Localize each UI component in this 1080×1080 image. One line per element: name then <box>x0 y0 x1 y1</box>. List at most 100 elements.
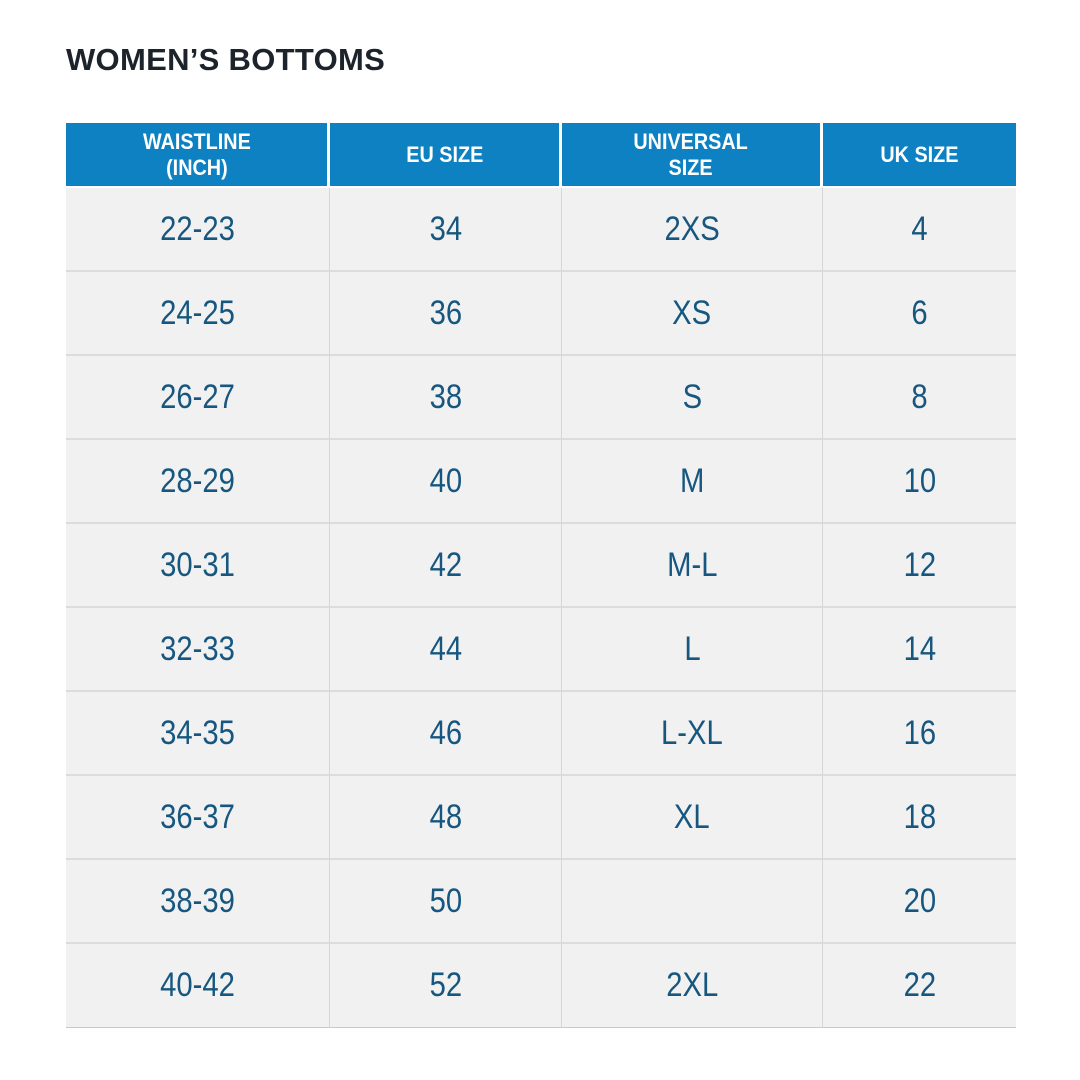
cell-universal-size: 2XS <box>562 188 823 272</box>
column-header-waistline-inch: WAISTLINE (INCH) <box>66 123 330 188</box>
cell-waistline-inch: 24-25 <box>66 272 330 356</box>
cell-value: 2XS <box>664 209 720 248</box>
cell-value: 16 <box>903 713 936 752</box>
cell-uk-size: 20 <box>823 860 1016 944</box>
cell-universal-size: M-L <box>562 524 823 608</box>
cell-eu-size: 38 <box>330 356 562 440</box>
cell-value: 42 <box>429 545 462 584</box>
cell-value: 46 <box>429 713 462 752</box>
cell-value: 12 <box>903 545 936 584</box>
cell-eu-size: 46 <box>330 692 562 776</box>
cell-universal-size: L <box>562 608 823 692</box>
cell-value: S <box>682 377 702 416</box>
column-header-label: UK SIZE <box>880 141 959 167</box>
cell-value: 18 <box>903 797 936 836</box>
cell-universal-size: XL <box>562 776 823 860</box>
cell-value: 36 <box>429 293 462 332</box>
cell-universal-size: 2XL <box>562 944 823 1028</box>
column-header-uk-size: UK SIZE <box>823 123 1016 188</box>
column-header-universal-size: UNIVERSAL SIZE <box>562 123 823 188</box>
cell-value: L-XL <box>661 713 723 752</box>
column-header-label: UNIVERSAL SIZE <box>633 128 749 180</box>
table-header: WAISTLINE (INCH) EU SIZE UNIVERSAL SIZE UK … <box>66 123 1016 188</box>
cell-value: 20 <box>903 881 936 920</box>
table-row: 26-27 38 S 8 <box>66 356 1016 440</box>
table-row: 30-31 42 M-L 12 <box>66 524 1016 608</box>
cell-value: L <box>683 629 701 668</box>
cell-uk-size: 6 <box>823 272 1016 356</box>
table-header-row: WAISTLINE (INCH) EU SIZE UNIVERSAL SIZE UK … <box>66 123 1016 188</box>
cell-uk-size: 8 <box>823 356 1016 440</box>
cell-universal-size: M <box>562 440 823 524</box>
cell-universal-size: XS <box>562 272 823 356</box>
cell-uk-size: 12 <box>823 524 1016 608</box>
cell-value: 24-25 <box>160 293 235 332</box>
cell-value: M-L <box>666 545 718 584</box>
cell-uk-size: 4 <box>823 188 1016 272</box>
table-row: 28-29 40 M 10 <box>66 440 1016 524</box>
cell-eu-size: 34 <box>330 188 562 272</box>
table-row: 24-25 36 XS 6 <box>66 272 1016 356</box>
cell-universal-size <box>562 860 823 944</box>
cell-waistline-inch: 22-23 <box>66 188 330 272</box>
cell-value: XS <box>672 293 712 332</box>
table-row: 38-39 50 20 <box>66 860 1016 944</box>
cell-value: 26-27 <box>160 377 235 416</box>
cell-value: 30-31 <box>160 545 235 584</box>
cell-eu-size: 40 <box>330 440 562 524</box>
cell-waistline-inch: 36-37 <box>66 776 330 860</box>
cell-value: 34 <box>429 209 462 248</box>
cell-eu-size: 50 <box>330 860 562 944</box>
cell-waistline-inch: 30-31 <box>66 524 330 608</box>
cell-uk-size: 16 <box>823 692 1016 776</box>
size-chart-table: WAISTLINE (INCH) EU SIZE UNIVERSAL SIZE UK … <box>66 123 1016 1028</box>
cell-eu-size: 42 <box>330 524 562 608</box>
cell-value: M <box>679 461 705 500</box>
cell-uk-size: 14 <box>823 608 1016 692</box>
cell-uk-size: 10 <box>823 440 1016 524</box>
cell-waistline-inch: 40-42 <box>66 944 330 1028</box>
cell-value: 40 <box>429 461 462 500</box>
cell-value: 4 <box>911 209 928 248</box>
cell-value: 6 <box>911 293 928 332</box>
page-title: WOMEN’S BOTTOMS <box>66 42 386 77</box>
cell-waistline-inch: 32-33 <box>66 608 330 692</box>
cell-uk-size: 18 <box>823 776 1016 860</box>
cell-value: 28-29 <box>160 461 235 500</box>
column-header-label: EU SIZE <box>405 141 484 167</box>
table-row: 34-35 46 L-XL 16 <box>66 692 1016 776</box>
table-row: 40-42 52 2XL 22 <box>66 944 1016 1028</box>
cell-value: 2XL <box>665 966 719 1004</box>
cell-value: 44 <box>429 629 462 668</box>
cell-value: 48 <box>429 797 462 836</box>
column-header-label: WAISTLINE (INCH) <box>142 128 251 180</box>
cell-value: 36-37 <box>160 797 235 836</box>
cell-uk-size: 22 <box>823 944 1016 1028</box>
cell-eu-size: 36 <box>330 272 562 356</box>
cell-eu-size: 44 <box>330 608 562 692</box>
cell-value: 8 <box>911 377 928 416</box>
cell-value: 10 <box>903 461 936 500</box>
cell-value: 38-39 <box>160 881 235 920</box>
column-header-eu-size: EU SIZE <box>330 123 562 188</box>
cell-eu-size: 48 <box>330 776 562 860</box>
cell-value: XL <box>674 797 710 836</box>
cell-eu-size: 52 <box>330 944 562 1028</box>
cell-universal-size: S <box>562 356 823 440</box>
cell-value: 22-23 <box>160 209 235 248</box>
cell-value: 50 <box>429 881 462 920</box>
table-row: 22-23 34 2XS 4 <box>66 188 1016 272</box>
cell-waistline-inch: 34-35 <box>66 692 330 776</box>
cell-value: 40-42 <box>160 966 235 1004</box>
cell-value: 22 <box>903 966 936 1004</box>
cell-universal-size: L-XL <box>562 692 823 776</box>
cell-value: 38 <box>429 377 462 416</box>
cell-value: 34-35 <box>160 713 235 752</box>
cell-value: 32-33 <box>160 629 235 668</box>
cell-waistline-inch: 38-39 <box>66 860 330 944</box>
table-row: 36-37 48 XL 18 <box>66 776 1016 860</box>
table-body: 22-23 34 2XS 4 24-25 36 XS 6 26-27 38 S 8 28-29 40 M 10… <box>66 188 1016 1028</box>
cell-value: 14 <box>903 629 936 668</box>
cell-waistline-inch: 28-29 <box>66 440 330 524</box>
